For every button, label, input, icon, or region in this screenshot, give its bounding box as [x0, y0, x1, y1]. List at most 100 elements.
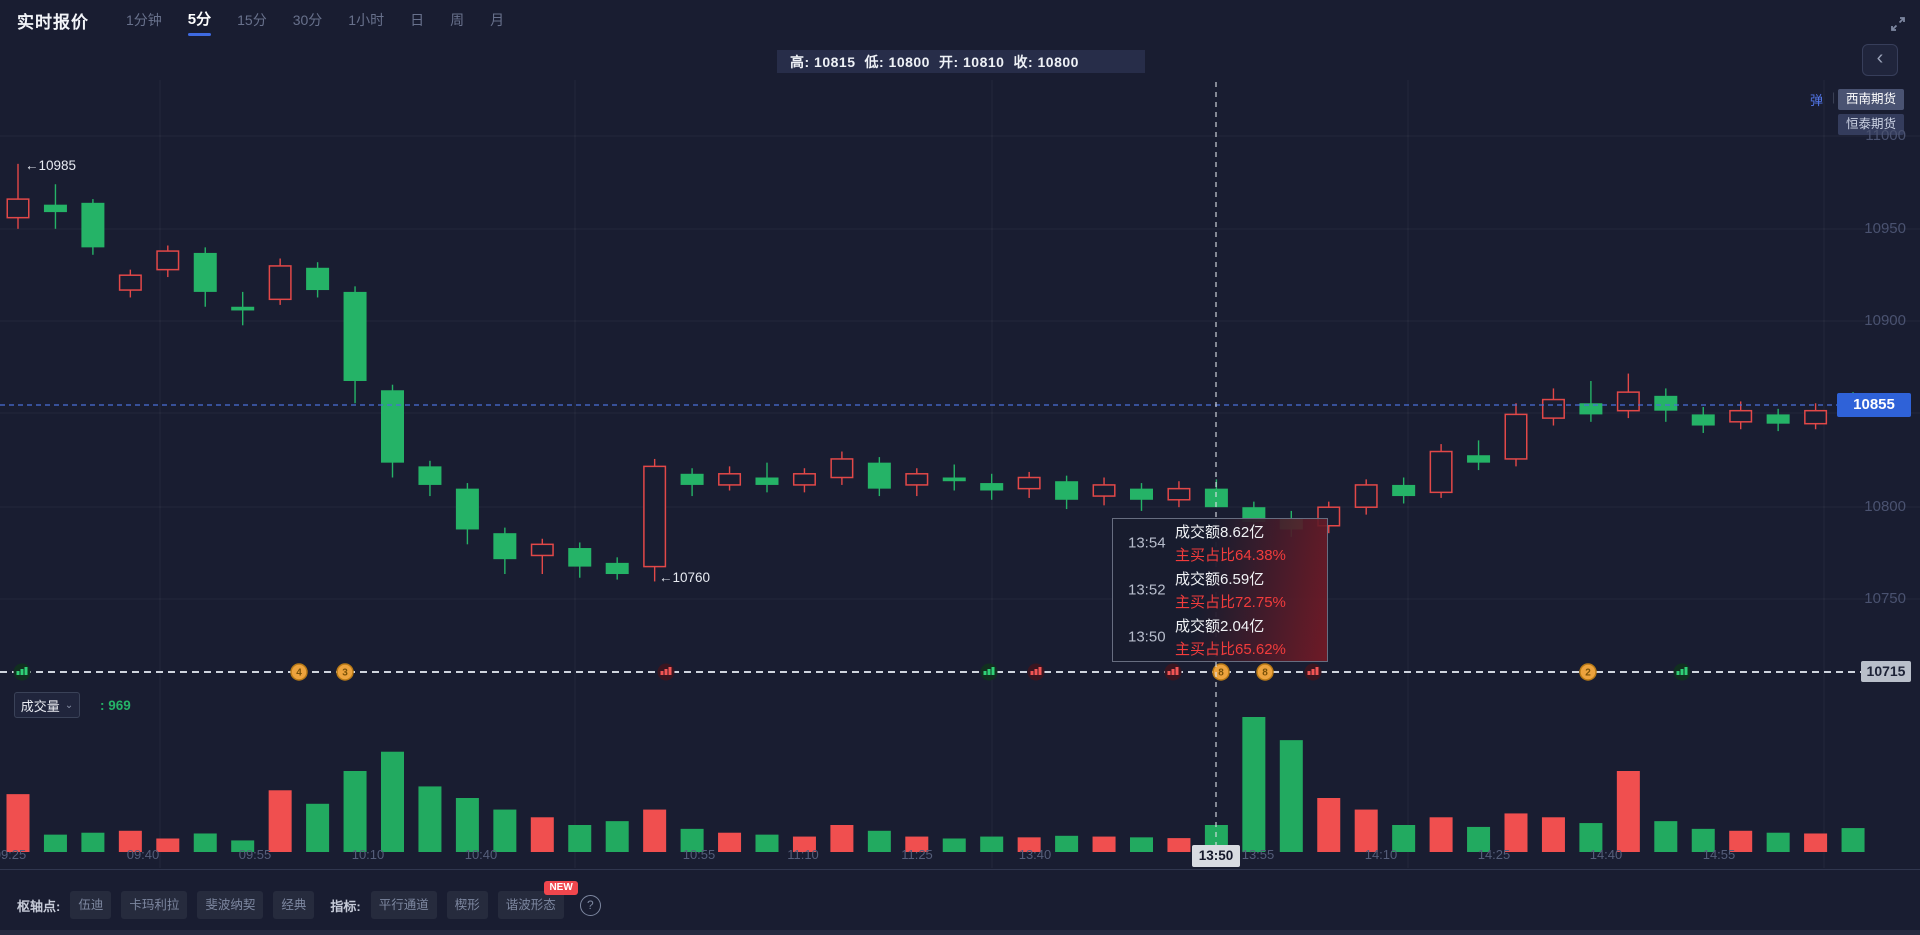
candle	[980, 483, 1004, 491]
candle	[568, 548, 592, 567]
pivot-button-经典[interactable]: 经典	[273, 891, 315, 919]
volume-bar	[1541, 817, 1565, 852]
marker-coin[interactable]: 2	[1579, 663, 1597, 681]
indicator-button-楔形[interactable]: 楔形	[446, 891, 488, 919]
marker-bars-red[interactable]	[1164, 663, 1182, 681]
candle	[830, 458, 854, 479]
tooltip-row: 13:50 成交额2.04亿 主买占比65.62%	[1113, 614, 1327, 661]
volume-bar	[1017, 837, 1041, 852]
pivot-button-伍迪[interactable]: 伍迪	[70, 891, 112, 919]
price-tick-11000: 11000	[1865, 127, 1906, 144]
volume-bar	[1841, 828, 1865, 852]
chevron-left-button[interactable]: ‹	[1862, 44, 1898, 76]
volume-bar	[1055, 835, 1079, 852]
svg-text:8: 8	[1218, 668, 1224, 679]
candle	[643, 465, 667, 568]
drawing-tools-toolbar: 枢轴点: 伍迪 卡玛利拉 斐波纳契 经典 指标: 平行通道 楔形 谐波形态 NEW ?	[0, 881, 1920, 921]
indicator-buttons: 平行通道 楔形 谐波形态 NEW	[370, 881, 578, 919]
broker-badge-xinan[interactable]: 西南期货	[1837, 89, 1904, 110]
chevron-down-icon: ⌄	[64, 699, 74, 711]
time-tick-10:40: 10:40	[464, 847, 498, 862]
candle	[530, 543, 554, 557]
time-tick-14:10: 14:10	[1364, 847, 1398, 862]
danmu-toggle[interactable]: 弹	[1810, 93, 1824, 108]
candle	[1504, 413, 1528, 460]
volume-bar	[980, 836, 1004, 852]
volume-bar	[418, 786, 442, 852]
tab-timeframe-8[interactable]: 月	[490, 12, 505, 28]
candle	[1766, 414, 1790, 424]
tab-timeframe-1[interactable]: 1分钟	[126, 12, 162, 28]
candle	[1055, 481, 1079, 500]
volume-bar	[1729, 830, 1753, 852]
volume-bar	[455, 798, 479, 852]
broker-badge-hengtai[interactable]: 恒泰期货	[1837, 114, 1904, 135]
tooltip-turnover: 成交额8.62亿	[1175, 523, 1265, 541]
volume-bar	[1242, 717, 1266, 852]
time-tick-14:55: 14:55	[1702, 847, 1736, 862]
marker-bars-red[interactable]	[1304, 663, 1322, 681]
time-tick-10:55: 10:55	[682, 847, 716, 862]
marker-coin[interactable]: 3	[336, 663, 354, 681]
pivot-button-斐波纳契[interactable]: 斐波纳契	[197, 891, 264, 919]
tab-timeframe-7[interactable]: 周	[450, 12, 465, 28]
price-tick-10900: 10900	[1864, 312, 1906, 329]
volume-pane-header: 成交量 ⌄ : 969	[14, 692, 131, 718]
page-title: 实时报价	[17, 12, 89, 32]
candle	[1654, 395, 1678, 411]
current-price-badge: 10855	[1837, 393, 1911, 417]
divider: |	[1832, 90, 1836, 104]
candle	[1204, 488, 1228, 508]
time-tick-10:10: 10:10	[351, 847, 385, 862]
marker-bars-red[interactable]	[1027, 663, 1045, 681]
tooltip-time: 13:52	[1128, 581, 1166, 599]
ohlc-item: 高: 10815	[790, 53, 856, 70]
tab-timeframe-2[interactable]: 5分	[186, 1, 213, 39]
volume-bar	[1504, 813, 1528, 852]
pivot-button-卡玛利拉[interactable]: 卡玛利拉	[121, 891, 188, 919]
volume-bars	[6, 717, 1865, 852]
tooltip-buy-ratio: 主买占比65.62%	[1175, 641, 1286, 659]
volume-bar	[1804, 833, 1828, 852]
tooltip-turnover: 成交额6.59亿	[1175, 570, 1265, 588]
crosshair-time-badge: 13:50	[1192, 845, 1240, 867]
expand-icon[interactable]	[1888, 14, 1908, 34]
candle	[1017, 476, 1041, 490]
candle	[455, 488, 479, 530]
volume-bar	[81, 832, 105, 852]
volume-bar	[1130, 837, 1153, 852]
time-tick-09:55: 09:55	[238, 847, 272, 862]
marker-coin[interactable]: 4	[290, 663, 308, 681]
candle	[6, 198, 30, 219]
tab-timeframe-3[interactable]: 15分	[237, 12, 267, 28]
candle	[1392, 484, 1416, 497]
tab-timeframe-6[interactable]: 日	[410, 12, 425, 28]
signal-markers: 4 3 8 8 2	[13, 663, 1691, 681]
candle	[942, 477, 966, 482]
marker-coin[interactable]: 8	[1212, 663, 1230, 681]
marker-bars-red[interactable]	[657, 663, 675, 681]
marker-bars-green[interactable]	[13, 663, 31, 681]
tab-timeframe-4[interactable]: 30分	[292, 12, 323, 28]
volume-bar	[43, 834, 67, 852]
tab-timeframe-5[interactable]: 1小时	[348, 12, 385, 28]
marker-bars-green[interactable]	[980, 663, 998, 681]
volume-bar	[867, 830, 891, 852]
candle	[1691, 414, 1715, 426]
volume-bar	[1279, 740, 1303, 852]
marker-bars-green[interactable]	[1673, 663, 1691, 681]
volume-bar	[1467, 826, 1491, 852]
volume-indicator-dropdown[interactable]: 成交量 ⌄	[14, 692, 80, 718]
volume-bar	[1766, 832, 1790, 852]
volume-bar	[343, 771, 367, 852]
indicator-button-谐波形态[interactable]: 谐波形态 NEW	[497, 881, 578, 919]
volume-bar	[1392, 825, 1416, 852]
price-tick-10950: 10950	[1864, 220, 1906, 237]
volume-bar	[942, 838, 966, 852]
help-icon[interactable]: ?	[579, 894, 601, 916]
marker-coin[interactable]: 8	[1256, 663, 1274, 681]
candle	[755, 477, 779, 485]
indicator-button-平行通道[interactable]: 平行通道	[370, 891, 437, 919]
turnover-tooltip: 13:54 成交额8.62亿 主买占比64.38% 13:52 成交额6.59亿 主买占比…	[1112, 518, 1328, 662]
